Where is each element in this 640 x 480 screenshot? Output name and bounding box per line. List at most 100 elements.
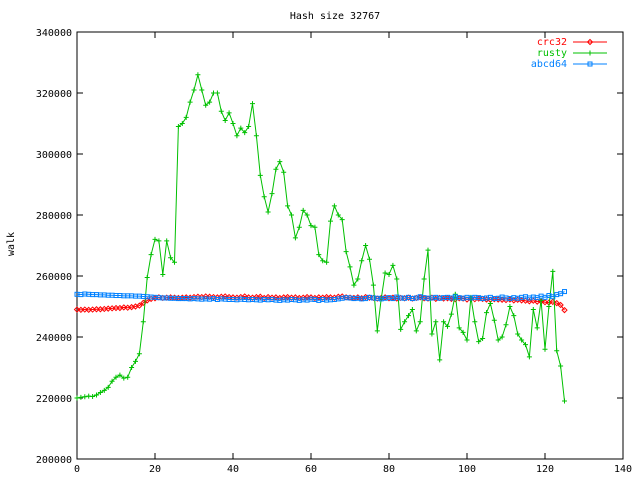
data-point-crc32 (241, 293, 248, 300)
data-point-rusty (441, 319, 447, 325)
data-point-rusty (464, 337, 470, 343)
data-point-rusty (285, 203, 291, 209)
data-point-rusty (413, 328, 419, 334)
y-tick-label: 200000 (36, 455, 72, 466)
data-point-rusty (253, 133, 259, 139)
axis-ticks: 200000 220000 240000 260000 280000 300000 3200… (36, 28, 632, 475)
data-point-rusty (175, 124, 181, 130)
data-point-rusty (386, 271, 392, 277)
data-point-rusty (460, 329, 466, 335)
data-point-rusty (550, 268, 556, 274)
data-point-rusty (445, 323, 450, 329)
data-point-rusty (125, 374, 131, 380)
data-point-rusty (390, 262, 396, 268)
data-point-rusty (101, 387, 107, 393)
data-point-rusty (507, 304, 513, 309)
legend-marker-crc32 (586, 38, 594, 46)
data-point-rusty (523, 342, 528, 348)
data-point-rusty (515, 331, 521, 337)
data-point-rusty (519, 337, 525, 343)
data-point-rusty (480, 336, 486, 342)
data-point-rusty (437, 357, 443, 363)
y-tick-label: 220000 (36, 394, 72, 405)
x-tick-label: 40 (227, 464, 239, 475)
data-point-rusty (222, 117, 228, 123)
legend-marker-abcd64 (587, 61, 593, 67)
data-point-rusty (406, 313, 411, 319)
data-point-rusty (304, 212, 310, 218)
data-point-rusty (277, 159, 283, 165)
data-point-rusty (242, 130, 248, 136)
data-point-crc32 (315, 294, 323, 301)
data-point-rusty (484, 310, 489, 316)
data-point-rusty (491, 317, 497, 323)
chart-title: Hash size 32767 (290, 11, 380, 22)
data-point-rusty (359, 258, 365, 264)
legend-label-rusty: rusty (537, 48, 567, 59)
data-point-rusty (316, 252, 322, 258)
data-point-rusty (148, 252, 154, 258)
data-point-rusty (121, 375, 127, 381)
data-point-rusty (179, 121, 185, 126)
data-point-crc32 (136, 302, 143, 309)
data-point-rusty (230, 121, 236, 126)
data-point-rusty (257, 172, 263, 178)
x-tick-label: 120 (536, 464, 554, 475)
y-tick-label: 240000 (36, 333, 72, 344)
data-point-rusty (526, 354, 532, 360)
data-point-rusty (203, 102, 209, 108)
data-point-rusty (542, 346, 548, 352)
data-point-rusty (382, 270, 388, 276)
x-tick-label: 80 (383, 464, 395, 475)
data-point-rusty (250, 101, 255, 107)
data-point-crc32 (561, 306, 568, 314)
data-point-rusty (261, 194, 267, 200)
data-point-rusty (82, 394, 88, 400)
data-point-rusty (183, 114, 189, 120)
plot-area-frame (76, 31, 624, 460)
data-point-rusty (324, 259, 330, 265)
data-point-rusty (328, 218, 333, 224)
data-point-crc32 (73, 306, 81, 313)
data-point-crc32 (81, 306, 89, 313)
data-point-crc32 (303, 293, 311, 301)
x-tick-label: 100 (458, 464, 476, 475)
data-point-rusty (370, 282, 376, 288)
data-point-rusty (296, 224, 302, 230)
data-point-rusty (269, 191, 275, 197)
data-point-rusty (136, 351, 142, 357)
data-point-rusty (265, 209, 271, 215)
data-point-rusty (129, 365, 135, 370)
data-point-rusty (214, 90, 220, 96)
data-point-rusty (140, 319, 146, 325)
data-point-rusty (105, 384, 111, 390)
data-point-rusty (351, 282, 357, 288)
data-point-rusty (534, 325, 540, 331)
data-point-rusty (331, 203, 337, 209)
legend-label-crc32: crc32 (537, 37, 567, 48)
data-point-rusty (374, 328, 380, 334)
data-point-rusty (425, 247, 431, 253)
data-point-crc32 (557, 301, 564, 309)
data-point-rusty (156, 238, 162, 244)
data-point-rusty (409, 307, 415, 313)
data-point-rusty (168, 255, 174, 261)
data-point-rusty (367, 256, 372, 262)
data-point-rusty (246, 124, 252, 130)
data-point-rusty (234, 133, 240, 139)
data-point-rusty (503, 322, 509, 328)
x-tick-label: 20 (149, 464, 161, 475)
y-tick-label: 300000 (36, 150, 72, 161)
data-point-rusty (363, 243, 369, 248)
x-tick-label: 0 (74, 464, 80, 475)
data-point-rusty (207, 99, 213, 105)
data-point-rusty (74, 395, 80, 401)
data-point-rusty (554, 348, 560, 354)
data-point-rusty (421, 276, 427, 282)
x-tick-label: 140 (614, 464, 632, 475)
data-point-rusty (339, 217, 345, 223)
data-point-rusty (394, 276, 400, 282)
data-point-rusty (558, 363, 564, 369)
